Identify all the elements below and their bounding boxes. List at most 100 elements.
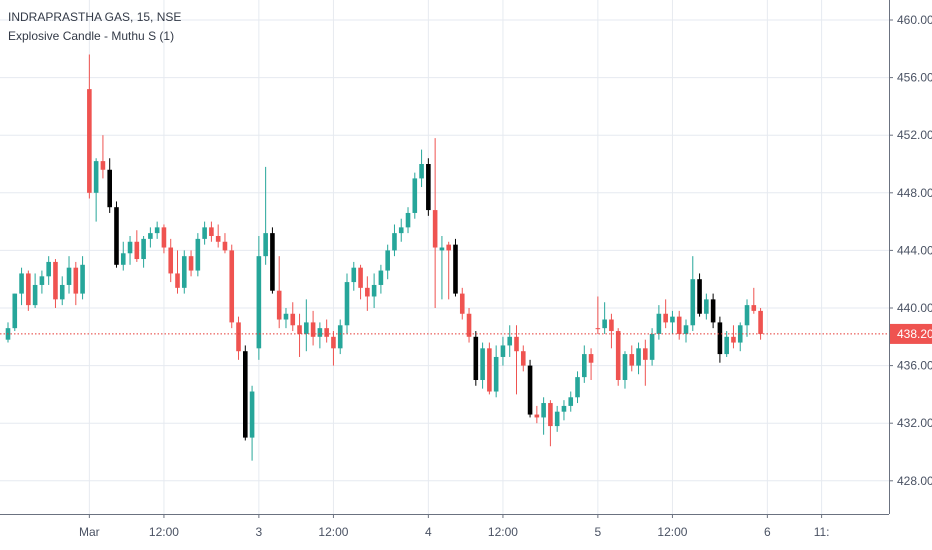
candle-body [602, 319, 607, 329]
candle-body [344, 282, 350, 326]
time-tick-label: 5 [595, 525, 602, 539]
candle-body [649, 333, 655, 360]
candle [737, 322, 743, 352]
candle [514, 325, 519, 395]
candle-body [724, 336, 729, 355]
candles-layer [5, 54, 763, 461]
candle [548, 400, 553, 447]
candle-body [134, 241, 140, 260]
candle-body [419, 164, 424, 179]
time-tick-label: 4 [425, 525, 432, 539]
candle-body [181, 256, 187, 288]
candle-body [80, 264, 85, 294]
candle [304, 299, 309, 352]
candle [683, 319, 689, 343]
candle-body [453, 244, 458, 294]
price-tick-label: 436.00 [897, 359, 932, 373]
candle-body [554, 411, 560, 427]
candle-body [229, 250, 235, 323]
candle-body [636, 348, 641, 366]
candle [371, 273, 377, 308]
candle-body [365, 287, 370, 297]
candle-body [405, 212, 411, 228]
candle-body [398, 227, 404, 234]
candle [310, 310, 316, 346]
candle [32, 273, 38, 308]
time-tick-label: 3 [256, 525, 263, 539]
candle-body [548, 403, 553, 427]
candle [446, 241, 451, 300]
candle-body [276, 290, 282, 320]
candle [527, 359, 533, 418]
candle [426, 158, 431, 216]
candle-body [46, 261, 51, 277]
candle-body [263, 233, 268, 257]
candle [751, 287, 757, 314]
candle-body [107, 169, 112, 208]
candle [195, 233, 201, 277]
candle [337, 319, 343, 355]
candle [405, 207, 411, 234]
candle-body [609, 319, 614, 332]
candle [324, 319, 329, 343]
candle-body [670, 316, 675, 323]
candle [676, 310, 682, 340]
candle-body [195, 238, 201, 271]
time-tick-label: 6 [764, 525, 771, 539]
candle [188, 250, 194, 277]
candle-body [622, 354, 628, 380]
candle [480, 342, 485, 389]
candle [554, 405, 560, 432]
candle-body [249, 391, 255, 438]
candle-body [87, 89, 92, 193]
candle [317, 322, 323, 349]
candle [283, 308, 289, 329]
candle [690, 256, 696, 332]
candle-body [426, 164, 431, 211]
candle-body [751, 305, 757, 311]
price-tick-label: 440.00 [897, 301, 932, 315]
candle-body [710, 299, 716, 323]
candle-body [148, 233, 153, 239]
candle-body [568, 397, 574, 406]
candle [595, 296, 601, 334]
candle-body [100, 161, 106, 170]
candle-body [507, 336, 513, 346]
candle [473, 331, 479, 386]
candle-body [487, 348, 492, 392]
candle-body [209, 227, 214, 236]
candle-body [270, 233, 275, 291]
candle [697, 273, 702, 317]
time-tick-label: 12:00 [149, 525, 179, 539]
candle-body [154, 227, 160, 234]
candle-body [222, 241, 228, 251]
candle [222, 233, 228, 254]
candle-body [690, 279, 696, 326]
candle-body [629, 354, 635, 366]
candle-body [73, 267, 79, 294]
candle [19, 267, 24, 306]
candle [276, 256, 282, 329]
candle-body [500, 345, 506, 357]
candle-body [731, 336, 736, 343]
candle-body [114, 207, 119, 265]
candle [561, 400, 567, 421]
candle [59, 276, 65, 306]
candle [141, 236, 146, 268]
candle [609, 313, 614, 349]
price-tick-label: 444.00 [897, 243, 932, 257]
candle [290, 302, 296, 332]
candle [93, 158, 99, 222]
candle-body [127, 241, 133, 254]
candle-body [385, 250, 390, 271]
candle-body [588, 354, 594, 363]
candle-body [168, 247, 174, 274]
candle-body [561, 405, 567, 412]
candle [643, 339, 648, 386]
candle-body [32, 284, 38, 306]
candle [385, 244, 390, 280]
candle [724, 331, 729, 357]
legend-symbol-line: INDRAPRASTHA GAS, 15, NSE [8, 10, 182, 24]
candle [663, 299, 668, 329]
